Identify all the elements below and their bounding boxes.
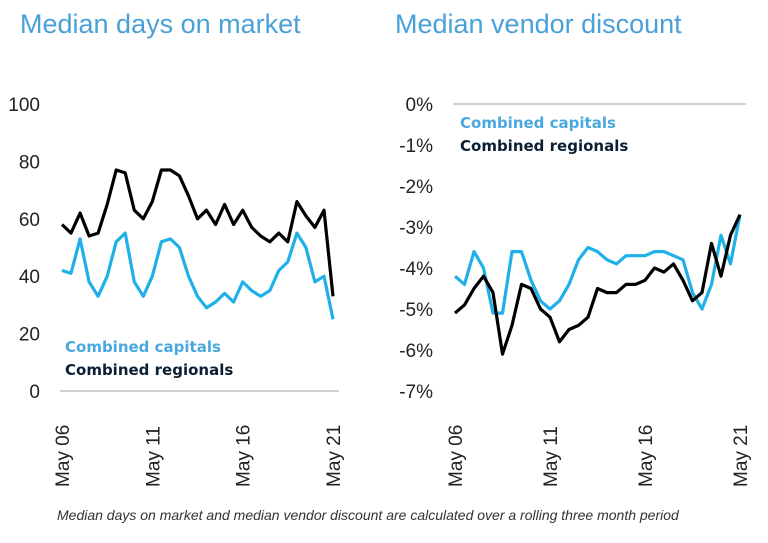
legend-regionals: Combined regionals (65, 361, 233, 379)
x-tick-label: May 06 (53, 425, 74, 487)
x-tick-label: May 11 (541, 426, 562, 487)
y-tick-label: -1% (399, 136, 433, 157)
chart-1: 0 20 40 60 80 100 May 06 May 11 May 16 May 21 Comb… (8, 95, 345, 487)
y-tick-label: -3% (399, 218, 433, 239)
x-tick-label: May 11 (143, 426, 164, 487)
y-tick-label: 0% (406, 95, 434, 116)
series-line-regionals (60, 168, 335, 297)
y-tick-label: 100 (8, 95, 40, 116)
legend-capitals: Combined capitals (460, 114, 616, 132)
x-tick-label: May 21 (324, 425, 345, 487)
y-tick-label: 80 (19, 152, 40, 173)
x-tick-label: May 16 (636, 425, 657, 487)
y-tick-label: -7% (399, 382, 433, 403)
y-tick-label: -2% (399, 177, 433, 198)
footnote: Median days on market and median vendor … (57, 507, 679, 523)
legend-capitals: Combined capitals (65, 338, 221, 356)
chart-title-vendor-discount: Median vendor discount (395, 9, 682, 39)
y-tick-label: -5% (399, 300, 433, 321)
y-tick-label: -6% (399, 341, 433, 362)
y-tick-label: 40 (19, 267, 40, 288)
x-tick-label: May 16 (234, 425, 255, 487)
x-tick-label: May 21 (731, 425, 752, 487)
series-line-regionals (453, 214, 742, 356)
y-tick-label: -4% (399, 259, 433, 280)
x-tick-label: May 06 (446, 425, 467, 487)
series-line-capitals (61, 231, 335, 320)
chart-2: 0% -1% -2% -3% -4% -5% -6% -7% May 06 May 11 May 1… (399, 95, 752, 487)
y-tick-label: 20 (19, 325, 40, 346)
y-tick-label: 60 (19, 210, 40, 231)
series-line-capitals (453, 214, 742, 315)
chart-title-days-on-market: Median days on market (20, 9, 301, 39)
legend-regionals: Combined regionals (460, 137, 628, 155)
y-tick-label: 0 (29, 382, 40, 403)
